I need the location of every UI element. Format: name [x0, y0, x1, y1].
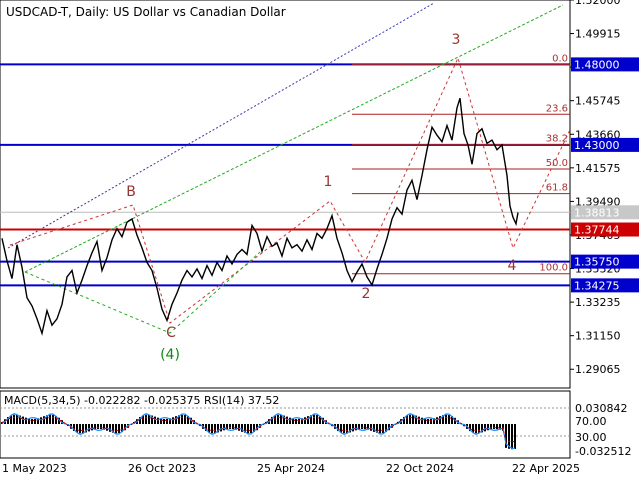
level-tag-label: 1.48000 [574, 58, 620, 71]
level-tag-label: 1.43000 [574, 139, 620, 152]
level-tag [571, 137, 639, 152]
price-series [1, 97, 519, 336]
level-tag-label: 1.34275 [574, 279, 620, 292]
level-tag [571, 57, 639, 72]
wave-label: 2 [362, 286, 371, 302]
wave-label: 3 [452, 32, 461, 48]
current-price-tag [571, 205, 639, 220]
chart-title: USDCAD-T, Daily: US Dollar vs Canadian D… [6, 5, 286, 19]
price-tags: 1.48000 1.43000 1.37744 1.35750 1.34275 1.388… [571, 57, 639, 293]
fib-level-label: 61.8 [546, 183, 568, 194]
wave-label: 4 [508, 258, 517, 274]
level-tag [571, 278, 639, 293]
price-line [1, 97, 519, 336]
upper-channel-line [7, 2, 435, 249]
wave-labels: B 1 3 2 4 C (4) [126, 32, 516, 363]
price-tick-label: 1.33235 [575, 296, 621, 309]
indicator-panel: MACD(5,34,5) -0.022282 -0.025375 RSI(14)… [0, 390, 631, 459]
x-tick-label: 1 May 2023 [2, 462, 67, 475]
price-tick-label: 1.31150 [575, 330, 621, 343]
level-tag [571, 254, 639, 269]
price-tick-label: 1.52000 [575, 0, 621, 7]
trend-guides [7, 2, 571, 334]
x-tick-label: 22 Apr 2025 [512, 462, 580, 475]
fibonacci-retracement: 0.0 23.6 38.2 50.0 61.8 100.0 [352, 53, 570, 275]
fib-level-label: 100.0 [539, 263, 568, 274]
indicator-rsi-line [1, 413, 516, 450]
correction-path [24, 251, 261, 334]
price-tick-label: 1.41575 [575, 162, 621, 175]
price-tick-label: 1.49915 [575, 28, 621, 41]
price-tick-label: 1.39490 [575, 195, 621, 208]
x-tick-label: 25 Apr 2024 [257, 462, 325, 475]
indicator-tick-label: 0.030842 [575, 402, 628, 415]
level-tag-label: 1.35750 [574, 256, 620, 269]
wave-label: B [126, 184, 136, 200]
price-panel: 0.0 23.6 38.2 50.0 61.8 100.0 B 1 3 2 4 C (4) USDCA… [0, 0, 571, 389]
lower-channel-line [24, 4, 564, 273]
price-tick-label: 1.45745 [575, 95, 621, 108]
time-axis: 1 May 2023 26 Oct 2023 25 Apr 2024 22 Oc… [2, 462, 580, 475]
fib-level-label: 38.2 [546, 134, 568, 145]
price-tick-label: 1.29065 [575, 363, 621, 376]
indicator-tick-label: 70.00 [575, 415, 607, 428]
fib-level-label: 50.0 [546, 158, 568, 169]
level-tag [571, 222, 639, 237]
wave-label: C [166, 325, 176, 341]
wave-label: 1 [324, 174, 333, 190]
wave-label: (4) [160, 347, 180, 363]
wave-path [9, 56, 571, 324]
level-tag-label: 1.37744 [574, 224, 620, 237]
indicator-label: MACD(5,34,5) -0.022282 -0.025375 RSI(14)… [4, 394, 279, 407]
indicator-tick-label: -0.032512 [575, 445, 631, 458]
indicator-tick-label: 30.00 [575, 431, 607, 444]
indicator-series [1, 413, 516, 450]
fib-level-label: 0.0 [552, 53, 568, 64]
current-price-label: 1.38813 [574, 206, 620, 219]
x-tick-label: 26 Oct 2023 [128, 462, 196, 475]
x-tick-label: 22 Oct 2024 [386, 462, 454, 475]
fib-level-label: 23.6 [546, 103, 568, 114]
